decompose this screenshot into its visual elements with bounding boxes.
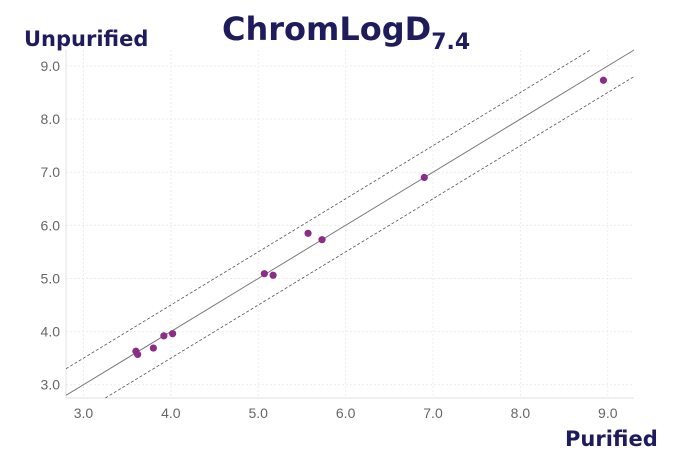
- data-point: [169, 330, 177, 338]
- x-tick-label: 3.0: [74, 405, 94, 421]
- x-axis-ticks: 3.0 4.0 5.0 6.0 7.0 8.0 9.0: [74, 405, 618, 421]
- data-point: [269, 271, 277, 279]
- y-tick-label: 7.0: [41, 164, 61, 180]
- reference-lines: [65, 49, 635, 399]
- data-point: [160, 332, 168, 340]
- data-point: [599, 76, 608, 84]
- x-tick-label: 7.0: [423, 405, 443, 421]
- y-tick-label: 9.0: [41, 58, 61, 74]
- reference-line-band-upper: [65, 49, 591, 370]
- y-axis-ticks: 3.0 4.0 5.0 6.0 7.0 8.0 9.0: [41, 58, 61, 393]
- chart-title-main: ChromLogD: [222, 10, 431, 48]
- data-point: [260, 270, 268, 278]
- x-tick-label: 4.0: [161, 405, 181, 421]
- y-tick-label: 5.0: [41, 270, 61, 286]
- x-axis-label: Purified: [565, 427, 658, 451]
- data-points: [132, 76, 608, 359]
- reference-line-band-lower: [105, 76, 635, 399]
- data-point: [149, 344, 157, 352]
- data-point: [134, 350, 142, 359]
- y-tick-label: 3.0: [41, 377, 61, 393]
- y-tick-label: 6.0: [41, 217, 61, 233]
- y-tick-label: 4.0: [41, 324, 61, 340]
- grid: [65, 50, 634, 399]
- data-point: [420, 173, 428, 182]
- x-tick-label: 6.0: [336, 405, 356, 421]
- chart-title-subscript: 7.4: [431, 30, 470, 55]
- y-tick-label: 8.0: [41, 111, 61, 127]
- data-point: [318, 236, 326, 244]
- y-axis-label: Unpurified: [24, 27, 148, 51]
- data-point: [304, 229, 312, 237]
- x-tick-label: 9.0: [598, 405, 618, 421]
- x-tick-label: 8.0: [511, 405, 531, 421]
- chart-title: ChromLogD7.4: [222, 10, 470, 55]
- reference-line-identity: [65, 49, 635, 396]
- x-tick-label: 5.0: [249, 405, 269, 421]
